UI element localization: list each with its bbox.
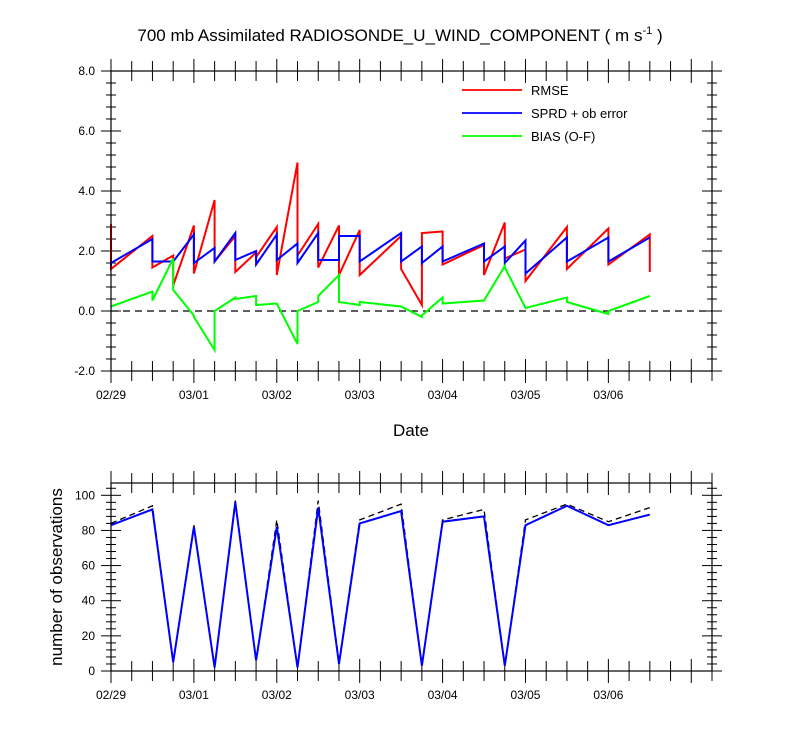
x-tick-label: 03/01 bbox=[179, 688, 209, 702]
bias-rmse-chart: 700 mb Assimilated RADIOSONDE_U_WIND_COM… bbox=[74, 25, 722, 440]
y-tick-label: -2.0 bbox=[74, 364, 95, 378]
series-line-1 bbox=[110, 229, 651, 276]
x-tick-label: 03/01 bbox=[179, 388, 209, 402]
y-tick-label: 60 bbox=[82, 559, 96, 573]
y-tick-label: 4.0 bbox=[78, 184, 95, 198]
series-line-0 bbox=[110, 500, 651, 668]
top-series-group bbox=[110, 162, 712, 354]
bottom-series-group bbox=[110, 500, 651, 668]
y-tick-label: 2.0 bbox=[78, 244, 95, 258]
legend-label-rmse: RMSE bbox=[531, 83, 569, 98]
x-tick-label: 03/04 bbox=[428, 388, 458, 402]
y-tick-label: 0 bbox=[88, 664, 95, 678]
x-tick-label: 03/06 bbox=[593, 688, 623, 702]
y-tick-label: 0.0 bbox=[78, 304, 95, 318]
bottom-plot-frame bbox=[110, 482, 713, 672]
y-tick-label: 80 bbox=[82, 523, 96, 537]
legend-label-sprd: SPRD + ob error bbox=[531, 106, 628, 121]
legend: RMSE SPRD + ob error BIAS (O-F) bbox=[462, 83, 628, 144]
chart-title: 700 mb Assimilated RADIOSONDE_U_WIND_COM… bbox=[137, 25, 662, 45]
x-tick-label: 03/02 bbox=[262, 388, 292, 402]
series-line-0 bbox=[110, 162, 651, 309]
legend-label-bias: BIAS (O-F) bbox=[531, 129, 595, 144]
y-tick-label: 40 bbox=[82, 594, 96, 608]
top-plot-frame bbox=[110, 70, 713, 372]
x-tick-label: 03/06 bbox=[593, 388, 623, 402]
x-tick-label: 03/02 bbox=[262, 688, 292, 702]
y-axis-title: number of observations bbox=[47, 488, 66, 666]
y-tick-label: 20 bbox=[82, 629, 96, 643]
x-tick-label: 03/03 bbox=[345, 388, 375, 402]
x-tick-label: 03/03 bbox=[345, 688, 375, 702]
top-axes: -2.0 0.0 2.0 4.0 6.0 8.0 02/29 03/01 03/02 03/03 0… bbox=[74, 59, 722, 402]
series-line-2 bbox=[110, 258, 651, 354]
y-tick-label: 100 bbox=[75, 488, 95, 502]
x-tick-label: 02/29 bbox=[96, 388, 126, 402]
series-line-1 bbox=[110, 502, 651, 668]
y-tick-label: 6.0 bbox=[78, 124, 95, 138]
x-tick-label: 02/29 bbox=[96, 688, 126, 702]
x-tick-label: 03/04 bbox=[428, 688, 458, 702]
observation-count-chart: 0 20 40 60 80 100 02/29 03/01 03/02 03/03 03/04 03/… bbox=[47, 471, 722, 702]
x-tick-label: 03/05 bbox=[510, 688, 540, 702]
x-axis-title: Date bbox=[393, 421, 429, 440]
x-tick-label: 03/05 bbox=[510, 388, 540, 402]
y-tick-label: 8.0 bbox=[78, 64, 95, 78]
